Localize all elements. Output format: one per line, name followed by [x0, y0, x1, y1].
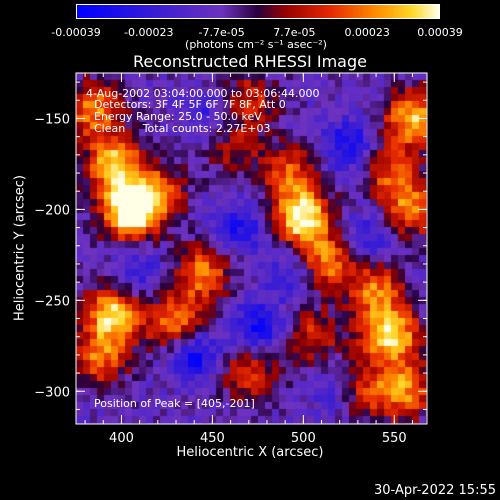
colorbar-tick-label: -0.00023	[124, 26, 174, 39]
x-tick-label: 450	[200, 431, 225, 446]
y-tick-label: −200	[34, 203, 70, 218]
x-tick-label: 500	[291, 431, 316, 446]
y-tick-label: −300	[34, 385, 70, 400]
x-tick-label: 400	[109, 431, 134, 446]
y-tick-label: −250	[34, 294, 70, 309]
annotation-energy-range: Energy Range: 25.0 - 50.0 keV	[94, 110, 262, 123]
colorbar-tick-label: -0.00039	[51, 26, 101, 39]
colorbar-unit-label: (photons cm⁻² s⁻¹ asec⁻²)	[185, 38, 327, 51]
x-axis-label: Heliocentric X (arcsec)	[176, 445, 324, 460]
colorbar	[76, 4, 440, 19]
colorbar-tick-label: -7.7e-05	[198, 26, 245, 39]
annotation-clean-counts: Clean Total counts: 2.27E+03	[94, 122, 271, 135]
colorbar-tick-label: 0.00039	[417, 26, 463, 39]
y-tick-label: −150	[34, 112, 70, 127]
chart-title: Reconstructed RHESSI Image	[133, 52, 367, 71]
y-axis-label: Heliocentric Y (arcsec)	[12, 175, 28, 321]
colorbar-tick-label: 7.7e-05	[273, 26, 316, 39]
colorbar-tick-labels: -0.00039 -0.00023 -7.7e-05 7.7e-05 0.00023 0.…	[0, 0, 500, 60]
timestamp: 30-Apr-2022 15:55	[374, 483, 496, 498]
annotation-time-range: 4-Aug-2002 03:04:00.000 to 03:06:44.000	[86, 87, 320, 100]
annotation-detectors: Detectors: 3F 4F 5F 6F 7F 8F, Att 0	[94, 98, 286, 111]
colorbar-tick-label: 0.00023	[344, 26, 390, 39]
peak-position-label: Position of Peak = [405,-201]	[94, 397, 255, 410]
x-tick-label: 550	[382, 431, 407, 446]
